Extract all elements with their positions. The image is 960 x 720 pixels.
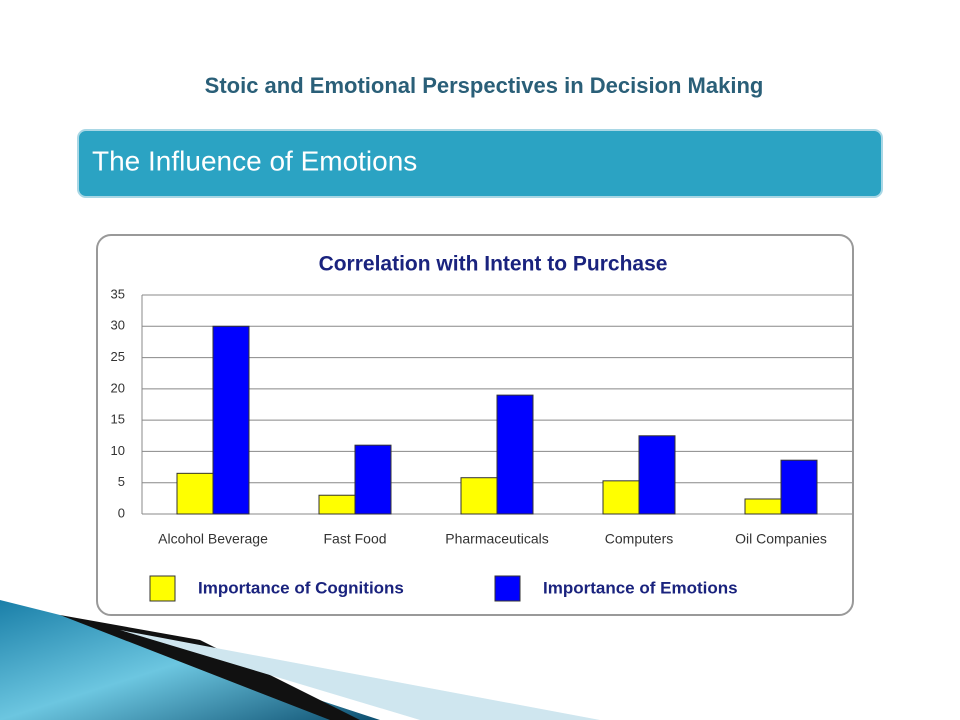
bar <box>176 472 214 515</box>
x-tick-label: Alcohol Beverage <box>158 531 268 547</box>
y-tick-label: 25 <box>111 349 125 364</box>
x-tick-label: Fast Food <box>323 531 386 547</box>
y-tick-label: 20 <box>111 380 125 395</box>
y-tick-label: 15 <box>111 412 125 427</box>
x-tick-label: Computers <box>605 531 673 547</box>
bar <box>212 325 250 515</box>
legend-label: Importance of Emotions <box>543 578 738 597</box>
y-tick-label: 5 <box>118 474 125 489</box>
banner-text: The Influence of Emotions <box>92 145 417 176</box>
legend-swatch <box>149 575 176 602</box>
bar <box>602 480 640 515</box>
bar <box>780 459 818 515</box>
banner <box>77 129 883 198</box>
bar <box>354 444 392 515</box>
decoration <box>120 630 600 720</box>
bar <box>744 498 782 515</box>
y-tick-label: 10 <box>111 443 125 458</box>
bar <box>318 494 356 515</box>
x-tick-label: Oil Companies <box>735 531 827 547</box>
bar <box>496 394 534 515</box>
y-tick-label: 35 <box>111 286 125 301</box>
chart-frame <box>96 234 854 616</box>
bar <box>460 477 498 515</box>
slide-title: Stoic and Emotional Perspectives in Deci… <box>205 73 764 98</box>
legend-label: Importance of Cognitions <box>198 578 404 597</box>
y-tick-label: 0 <box>118 505 125 520</box>
legend-swatch <box>494 575 521 602</box>
chart-title: Correlation with Intent to Purchase <box>319 253 668 276</box>
y-tick-label: 30 <box>111 318 125 333</box>
x-tick-label: Pharmaceuticals <box>445 531 549 547</box>
decoration <box>60 615 360 720</box>
bar <box>638 435 676 515</box>
